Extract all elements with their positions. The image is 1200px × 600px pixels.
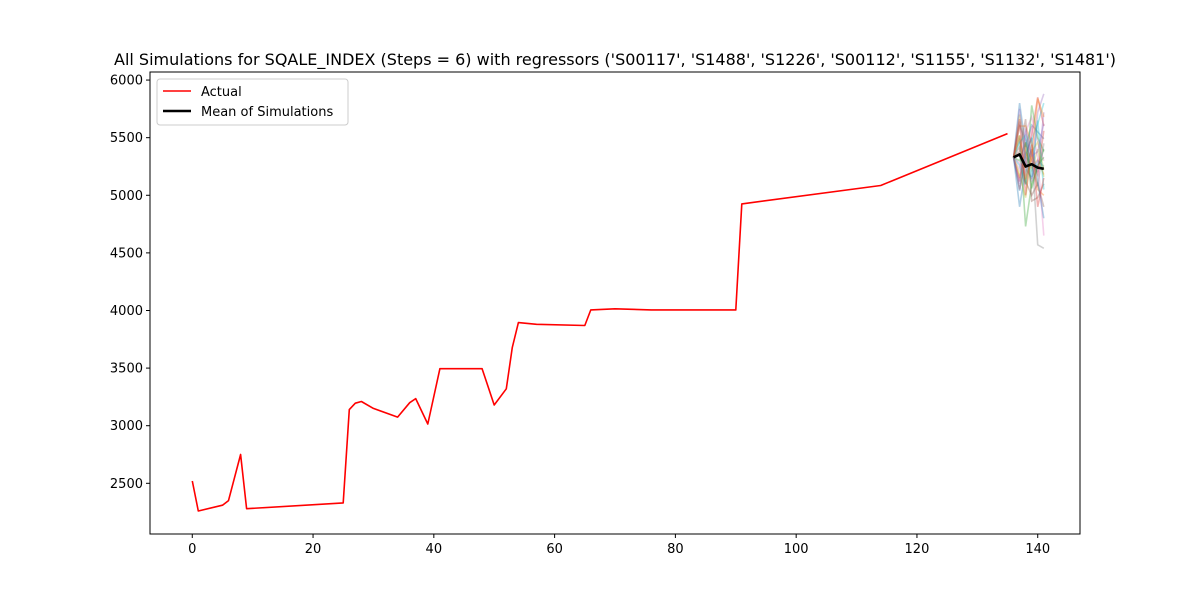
simulation-line (1013, 125, 1045, 236)
x-tick-label: 60 (546, 542, 563, 557)
legend-label-mean: Mean of Simulations (201, 105, 333, 120)
simulation-line (1012, 137, 1045, 249)
x-tick-label: 120 (905, 542, 930, 557)
simulation-line (1012, 121, 1045, 187)
simulation-line (1012, 112, 1045, 173)
simulation-line (1012, 97, 1045, 190)
y-tick-label: 3500 (110, 362, 143, 377)
simulation-line (1012, 102, 1045, 186)
mean-series (1013, 153, 1045, 171)
x-tick-label: 20 (305, 542, 322, 557)
simulation-line (1012, 157, 1045, 207)
y-tick-label: 4000 (110, 304, 143, 319)
simulation-line (1012, 119, 1045, 207)
legend-box (156, 78, 349, 126)
y-tick-label: 5500 (110, 131, 143, 146)
plot-area (150, 72, 1080, 534)
x-tick-label: 0 (188, 542, 196, 557)
simulation-line (1012, 148, 1045, 179)
x-tick-label: 100 (784, 542, 809, 557)
legend-label-actual: Actual (201, 85, 242, 100)
y-tick-label: 6000 (110, 74, 143, 89)
y-tick-label: 5000 (110, 189, 143, 204)
y-tick-label: 4500 (110, 246, 143, 261)
simulation-line (1012, 137, 1045, 219)
simulation-line (1012, 123, 1045, 184)
simulation-line (1012, 98, 1045, 180)
mean-line (1013, 153, 1045, 171)
simulation-line (1012, 125, 1045, 196)
simulation-line (1012, 140, 1045, 198)
actual-series (191, 132, 1008, 512)
chart-title: All Simulations for SQALE_INDEX (Steps =… (114, 50, 1116, 70)
simulation-line (1012, 135, 1045, 227)
legend: Actual Mean of Simulations (156, 78, 349, 126)
simulation-line (1012, 120, 1045, 190)
actual-line (191, 132, 1008, 512)
simulation-line (1013, 119, 1045, 203)
y-tick-label: 3000 (110, 419, 143, 434)
x-tick-label: 80 (667, 542, 684, 557)
simulation-line (1012, 114, 1045, 177)
simulation-line (1012, 93, 1045, 182)
simulation-line (1012, 114, 1045, 173)
x-axis: 0 20 40 60 80 100 120 140 (188, 534, 1050, 557)
plot-frame (149, 71, 1081, 535)
simulation-lines (1012, 93, 1045, 249)
simulation-line (1012, 102, 1045, 158)
simulation-line (1012, 144, 1045, 208)
y-tick-label: 2500 (110, 477, 143, 492)
x-tick-label: 140 (1025, 542, 1050, 557)
x-tick-label: 40 (426, 542, 443, 557)
y-axis: 2500 3000 3500 4000 4500 5000 5500 6000 (110, 74, 150, 492)
